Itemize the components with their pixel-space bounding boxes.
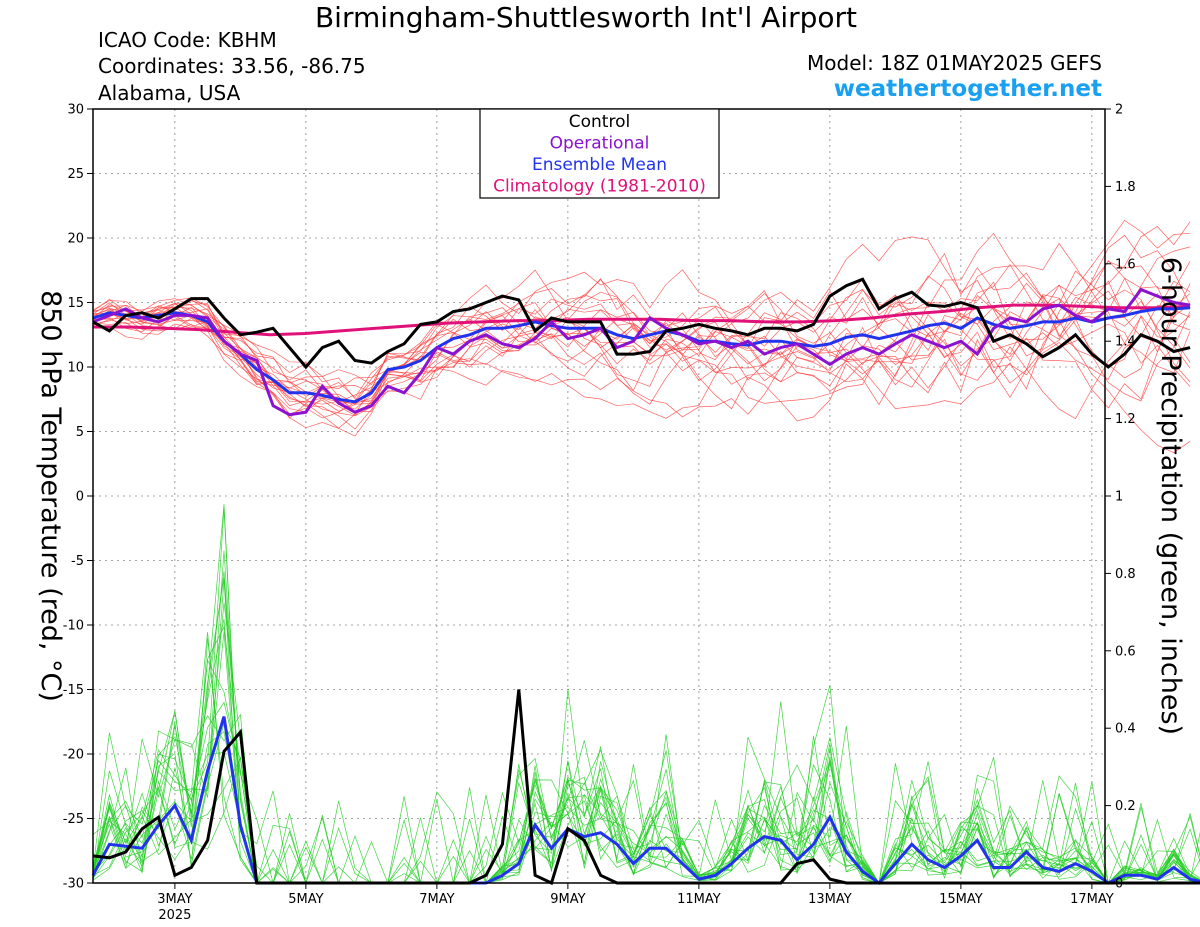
x-tick-sublabel: 2025 (158, 908, 191, 923)
left-tick-label: -15 (63, 683, 84, 698)
member-temp-line (92, 260, 1191, 417)
legend-item: Ensemble Mean (532, 155, 667, 175)
left-tick-label: 15 (67, 296, 84, 311)
x-tick-label: 5MAY (288, 892, 323, 907)
legend-box (479, 108, 720, 199)
right-tick-label: 0.4 (1115, 722, 1136, 737)
operational-temp-line (92, 287, 1191, 417)
left-tick-label: 10 (67, 361, 84, 376)
right-axis-ticks: 2 1.8 1.6 1.4 1.2 1 0.8 0.6 0.4 0.2 0 (1105, 103, 1136, 892)
left-axis-ticks: 30 25 20 15 10 5 0 -5 -10 -15 -20 -25 -30 (63, 103, 93, 892)
legend-item: Climatology (1981-2010) (493, 177, 706, 197)
left-tick-label: -5 (71, 554, 84, 569)
left-tick-label: 25 (67, 167, 84, 182)
legend-item: Operational (550, 134, 650, 154)
control-temp-line (92, 277, 1191, 370)
member-precip-line (92, 504, 1200, 884)
right-tick-label: 0 (1115, 877, 1123, 892)
member-temp-line (92, 261, 1191, 422)
right-tick-label: 1.2 (1115, 412, 1136, 427)
left-tick-label: -10 (63, 619, 84, 634)
member-precip-line (92, 731, 1200, 884)
x-tick-label: 9MAY (550, 892, 585, 907)
member-precip-line (92, 618, 1200, 884)
left-tick-label: 20 (67, 232, 84, 247)
member-temp-line (92, 219, 1191, 406)
member-precip-line (92, 701, 1200, 885)
x-tick-label: 7MAY (419, 892, 454, 907)
x-tick-label: 13MAY (808, 892, 852, 907)
right-tick-label: 1.6 (1115, 257, 1136, 272)
x-tick-label: 17MAY (1070, 892, 1114, 907)
model-run: Model: 18Z 01MAY2025 GEFS (807, 51, 1102, 75)
left-tick-label: 5 (76, 425, 84, 440)
chart-title: Birmingham-Shuttlesworth Int'l Airport (314, 1, 858, 34)
right-tick-label: 0.8 (1115, 567, 1136, 582)
left-tick-label: 0 (76, 490, 84, 505)
member-temp-line (92, 234, 1191, 407)
member-precip-line (92, 632, 1200, 884)
member-temp-line (92, 232, 1191, 454)
x-tick-label: 15MAY (939, 892, 983, 907)
member-precip-line (92, 571, 1200, 884)
right-tick-label: 1.4 (1115, 335, 1136, 350)
right-tick-label: 0.6 (1115, 644, 1136, 659)
right-tick-label: 1 (1115, 490, 1123, 505)
region: Alabama, USA (98, 81, 241, 105)
climatology-line (93, 303, 1191, 337)
left-tick-label: 30 (67, 103, 84, 118)
icao-code: ICAO Code: KBHM (98, 28, 277, 52)
member-precip-line (92, 602, 1200, 884)
member-precip-line (92, 550, 1200, 884)
series-lines (91, 277, 1200, 886)
coordinates: Coordinates: 33.56, -86.75 (98, 54, 366, 78)
member-temp-line (92, 293, 1191, 419)
member-temp-line (92, 252, 1191, 437)
ensemble-mean-temp-line (92, 306, 1191, 404)
site-link[interactable]: weathertogether.net (833, 76, 1102, 102)
legend-item: Control (569, 112, 630, 132)
left-tick-label: -30 (63, 877, 84, 892)
right-axis-label: 6-hour Precipitation (green, inches) (1155, 257, 1186, 735)
left-axis-label: 850 hPa Temperature (red, °C) (35, 290, 66, 702)
member-temp-line (92, 269, 1191, 386)
left-tick-label: -20 (63, 748, 84, 763)
right-tick-label: 2 (1115, 103, 1123, 118)
member-temp-line (92, 293, 1191, 429)
member-precip-line (92, 746, 1200, 884)
left-tick-label: -25 (63, 812, 84, 827)
x-tick-label: 11MAY (677, 892, 721, 907)
right-tick-label: 0.2 (1115, 799, 1136, 814)
member-precip-line (92, 701, 1200, 884)
x-tick-label: 3MAY (157, 892, 192, 907)
right-tick-label: 1.8 (1115, 180, 1136, 195)
member-temp-line (92, 295, 1191, 419)
